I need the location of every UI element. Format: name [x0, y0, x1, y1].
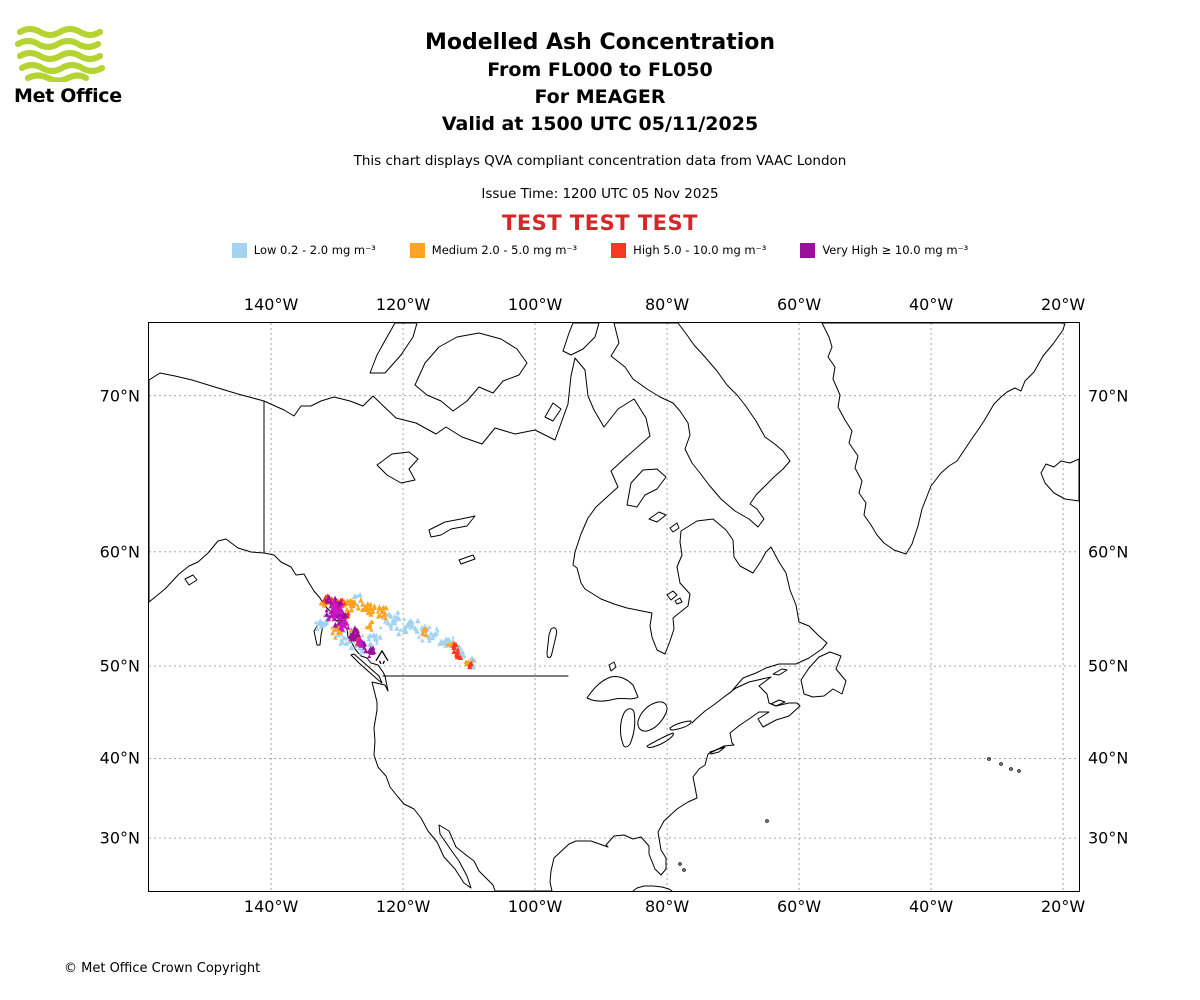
qva-note: This chart displays QVA compliant concen… — [353, 152, 847, 169]
azores-dot — [1017, 769, 1021, 773]
lon-label-top: 80°W — [645, 295, 690, 314]
lat-label-right: 50°N — [1088, 656, 1129, 676]
test-banner: TEST TEST TEST — [502, 210, 698, 235]
lat-label-left: 50°N — [99, 656, 140, 676]
island-king-william — [544, 402, 562, 422]
volcano-marker — [375, 650, 389, 665]
lake-ontario — [669, 720, 692, 731]
coastlines — [149, 323, 1079, 891]
subtitle-valid-time: Valid at 1500 UTC 05/11/2025 — [441, 112, 759, 135]
coast-north-america — [149, 357, 828, 891]
bermuda-dot — [765, 819, 769, 823]
lon-label-top: 60°W — [777, 295, 822, 314]
lat-label-right: 70°N — [1088, 386, 1129, 406]
map-canvas — [149, 323, 1079, 891]
ash-plume — [313, 591, 477, 670]
island-mansel — [669, 522, 680, 533]
island-cuba — [632, 885, 673, 891]
island-long-island — [709, 746, 726, 755]
legend-swatch-low — [231, 242, 247, 258]
bahamas-dot — [682, 868, 686, 872]
lat-label-left: 60°N — [99, 542, 140, 562]
lat-label-right: 40°N — [1088, 748, 1129, 768]
legend-label-medium: Medium 2.0 - 5.0 mg m⁻³ — [431, 243, 578, 258]
lat-label-right: 60°N — [1088, 542, 1129, 562]
lake-great-bear — [376, 451, 419, 484]
lon-label-top: 140°W — [243, 295, 299, 314]
island-victoria — [414, 332, 528, 412]
logo-waves-icon — [14, 25, 106, 82]
island-coats — [648, 511, 667, 523]
lon-label-bottom: 20°W — [1041, 897, 1086, 916]
lon-label-bottom: 120°W — [375, 897, 431, 916]
bahamas-dot — [678, 862, 682, 866]
lake-michigan — [620, 708, 636, 748]
azores-dot — [999, 762, 1003, 766]
lat-label-left: 70°N — [99, 386, 140, 406]
lake-nipigon — [608, 661, 617, 672]
copyright: © Met Office Crown Copyright — [64, 961, 261, 976]
subtitle-volcano: For MEAGER — [534, 86, 666, 109]
lake-erie — [646, 732, 674, 748]
legend-item-medium: Medium 2.0 - 5.0 mg m⁻³ — [409, 242, 578, 258]
island-anticosti — [772, 668, 788, 676]
lake-superior — [586, 676, 639, 702]
legend-label-very-high: Very High ≥ 10.0 mg m⁻³ — [822, 243, 969, 258]
legend-item-high: High 5.0 - 10.0 mg m⁻³ — [611, 242, 767, 258]
lon-label-top: 20°W — [1041, 295, 1086, 314]
legend-swatch-medium — [409, 242, 425, 258]
lon-label-top: 40°W — [909, 295, 954, 314]
logo-wordmark: Met Office — [14, 85, 122, 107]
lon-label-bottom: 60°W — [777, 897, 822, 916]
island-southampton — [626, 468, 667, 508]
chart-header: Modelled Ash Concentration From FL000 to… — [0, 0, 1200, 258]
lat-label-left: 40°N — [99, 748, 140, 768]
lon-label-bottom: 80°W — [645, 897, 690, 916]
page-title: Modelled Ash Concentration — [424, 30, 776, 55]
lake-athabasca — [458, 554, 476, 565]
island-banks — [369, 323, 418, 374]
island-newfoundland — [800, 651, 847, 698]
graticule — [149, 323, 1079, 891]
map-frame: 140°W 140°W 120°W 120°W 100°W 100°W 80°W 80°W 60… — [100, 295, 1129, 916]
lon-label-top: 100°W — [507, 295, 563, 314]
lon-label-top: 120°W — [375, 295, 431, 314]
issue-time: Issue Time: 1200 UTC 05 Nov 2025 — [481, 185, 719, 202]
lake-huron — [637, 701, 668, 732]
legend-label-low: Low 0.2 - 2.0 mg m⁻³ — [253, 243, 376, 258]
lat-label-left: 30°N — [99, 828, 140, 848]
legend-label-high: High 5.0 - 10.0 mg m⁻³ — [633, 243, 767, 258]
lake-great-slave — [428, 515, 476, 538]
greenland — [821, 323, 1066, 555]
legend-swatch-high — [611, 242, 627, 258]
island-vancouver — [350, 653, 383, 684]
legend-item-very-high: Very High ≥ 10.0 mg m⁻³ — [800, 242, 969, 258]
islands-belcher — [666, 590, 683, 605]
island-iceland — [1040, 458, 1079, 502]
legend-item-low: Low 0.2 - 2.0 mg m⁻³ — [231, 242, 376, 258]
lon-label-bottom: 140°W — [243, 897, 299, 916]
legend: Low 0.2 - 2.0 mg m⁻³ Medium 2.0 - 5.0 mg… — [0, 242, 1200, 258]
subtitle-flight-levels: From FL000 to FL050 — [487, 59, 713, 82]
island-kodiak — [184, 574, 198, 586]
island-pei — [770, 699, 786, 707]
lon-label-bottom: 40°W — [909, 897, 954, 916]
island-somerset — [562, 323, 600, 356]
met-office-logo: Met Office — [14, 24, 134, 107]
azores-dot — [987, 757, 991, 761]
lat-label-right: 30°N — [1088, 828, 1129, 848]
st-lawrence-river — [691, 696, 725, 724]
lake-winnipeg — [546, 627, 558, 658]
island-baffin — [610, 323, 791, 528]
azores-dot — [1009, 767, 1013, 771]
legend-swatch-very-high — [800, 242, 816, 258]
lon-label-bottom: 100°W — [507, 897, 563, 916]
